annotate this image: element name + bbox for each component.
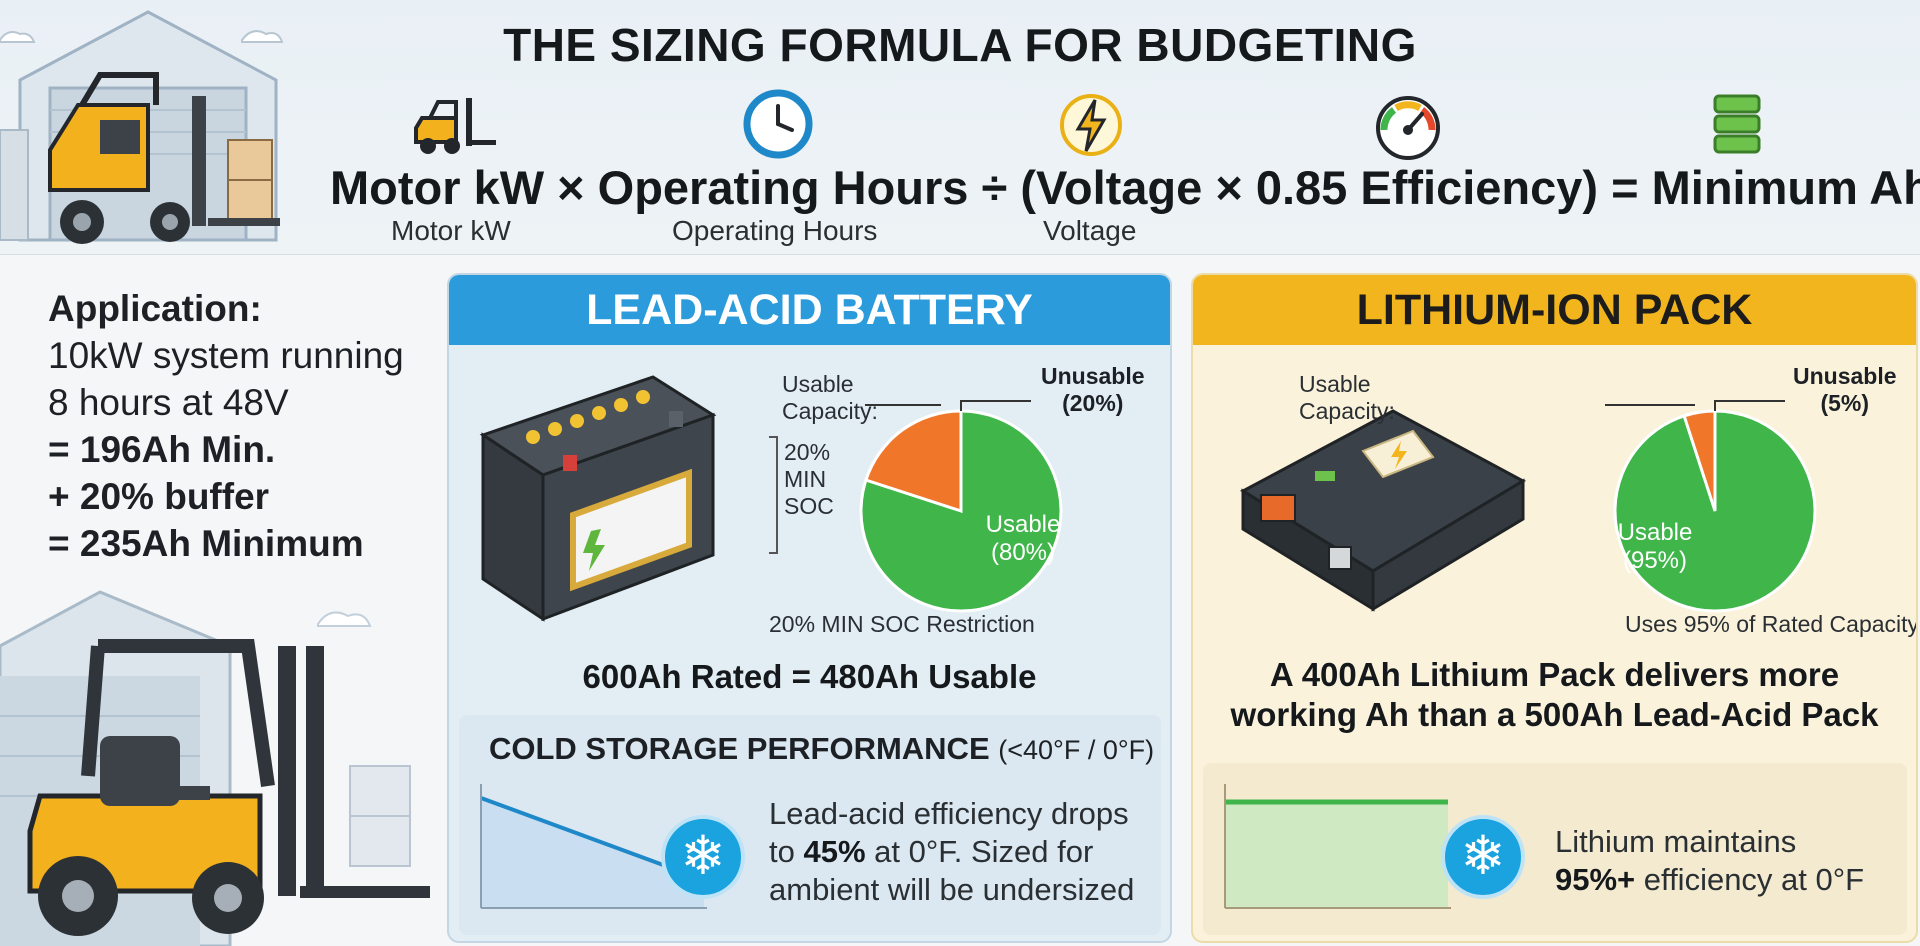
gauge-icon xyxy=(1376,96,1440,160)
cold-storage-title: COLD STORAGE PERFORMANCE (<40°F / 0°F) xyxy=(489,731,1154,767)
cold-text-line: Lithium maintains xyxy=(1555,824,1797,859)
formula-label-motor-kw: Motor kW xyxy=(391,215,511,246)
lead-acid-title: LEAD-ACID BATTERY xyxy=(449,275,1170,345)
lead-acid-panel: LEAD-ACID BATTERY Usable Capacity: 20% M… xyxy=(447,273,1172,943)
application-line: + 20% buffer xyxy=(48,476,270,517)
lithium-cold-text: Lithium maintains 95%+ efficiency at 0°F xyxy=(1555,823,1915,899)
lead-acid-capacity-pie xyxy=(859,400,1063,613)
lithium-capacity-pie xyxy=(1605,400,1817,613)
forklift-icon xyxy=(414,98,496,154)
cold-text-line: Lead-acid efficiency drops xyxy=(769,796,1129,831)
unusable-label: Unusable (5%) xyxy=(1793,363,1897,416)
application-line: 10kW system running xyxy=(48,335,404,376)
min-soc-bracket xyxy=(769,436,778,554)
lead-acid-battery-illustration xyxy=(479,375,717,622)
snowflake-icon: ❄ xyxy=(1441,815,1525,899)
lithium-pack-illustration xyxy=(1239,409,1527,612)
clock-icon xyxy=(743,89,813,159)
forklift-illustration xyxy=(0,590,430,946)
page-title: THE SIZING FORMULA FOR BUDGETING xyxy=(503,19,1417,71)
usable-label: Usable (95%) xyxy=(1617,519,1693,574)
lead-acid-rated-usable: 600Ah Rated = 480Ah Usable xyxy=(582,658,1037,695)
lightning-icon xyxy=(1060,94,1122,156)
formula-label-voltage: Voltage xyxy=(1043,215,1137,246)
application-line: = 235Ah Minimum xyxy=(48,523,364,564)
unusable-label: Unusable (20%) xyxy=(1041,363,1145,416)
battery-stack-icon xyxy=(1713,94,1761,154)
lead-acid-cold-text: Lead-acid efficiency drops to 45% at 0°F… xyxy=(769,795,1169,909)
application-line: 8 hours at 48V xyxy=(48,382,289,423)
cold-text-fragment: efficiency at 0°F xyxy=(1635,862,1865,897)
cold-storage-temperature: (<40°F / 0°F) xyxy=(998,735,1155,765)
cold-efficiency-value: 45% xyxy=(803,834,866,869)
lithium-efficiency-graph xyxy=(1224,784,1451,909)
lithium-panel: LITHIUM-ION PACK Usable Capacity: Unusab… xyxy=(1191,273,1918,943)
cold-text-line: 95%+ efficiency at 0°F xyxy=(1555,861,1915,899)
min-soc-label: 20% MIN SOC xyxy=(784,439,834,519)
application-line: = 196Ah Min. xyxy=(48,429,276,470)
lithium-title: LITHIUM-ION PACK xyxy=(1193,275,1916,345)
formula-label-operating-hours: Operating Hours xyxy=(672,215,878,246)
snowflake-icon: ❄ xyxy=(661,815,745,899)
lithium-efficiency-value: 95%+ xyxy=(1555,862,1636,897)
application-example: Application: 10kW system running 8 hours… xyxy=(48,285,404,567)
application-heading: Application: xyxy=(48,288,262,329)
unusable-leader-line xyxy=(960,400,1031,411)
unusable-slice xyxy=(864,409,963,514)
warehouse-forklift-illustration xyxy=(0,10,284,244)
cold-storage-heading: COLD STORAGE PERFORMANCE xyxy=(489,731,990,766)
cold-text-fragment: to xyxy=(769,834,804,869)
usable-label: Usable (80%) xyxy=(985,511,1061,566)
usable-capacity-label: Usable Capacity: xyxy=(782,371,878,424)
rated-capacity-note: Uses 95% of Rated Capacity xyxy=(1625,611,1918,637)
usable-capacity-label: Usable Capacity: xyxy=(1299,371,1395,424)
sizing-formula: Motor kW × Operating Hours ÷ (Voltage × … xyxy=(330,161,1920,214)
cold-text-fragment: at 0°F. Sized for xyxy=(865,834,1094,869)
unusable-leader-line xyxy=(1714,400,1785,411)
min-soc-restriction-note: 20% MIN SOC Restriction xyxy=(769,611,1035,637)
cold-text-line: ambient will be undersized xyxy=(769,872,1135,907)
cold-text-line: to 45% at 0°F. Sized for xyxy=(769,833,1169,871)
lithium-comparison: A 400Ah Lithium Pack delivers more worki… xyxy=(1230,656,1879,733)
header-band xyxy=(0,0,1920,255)
